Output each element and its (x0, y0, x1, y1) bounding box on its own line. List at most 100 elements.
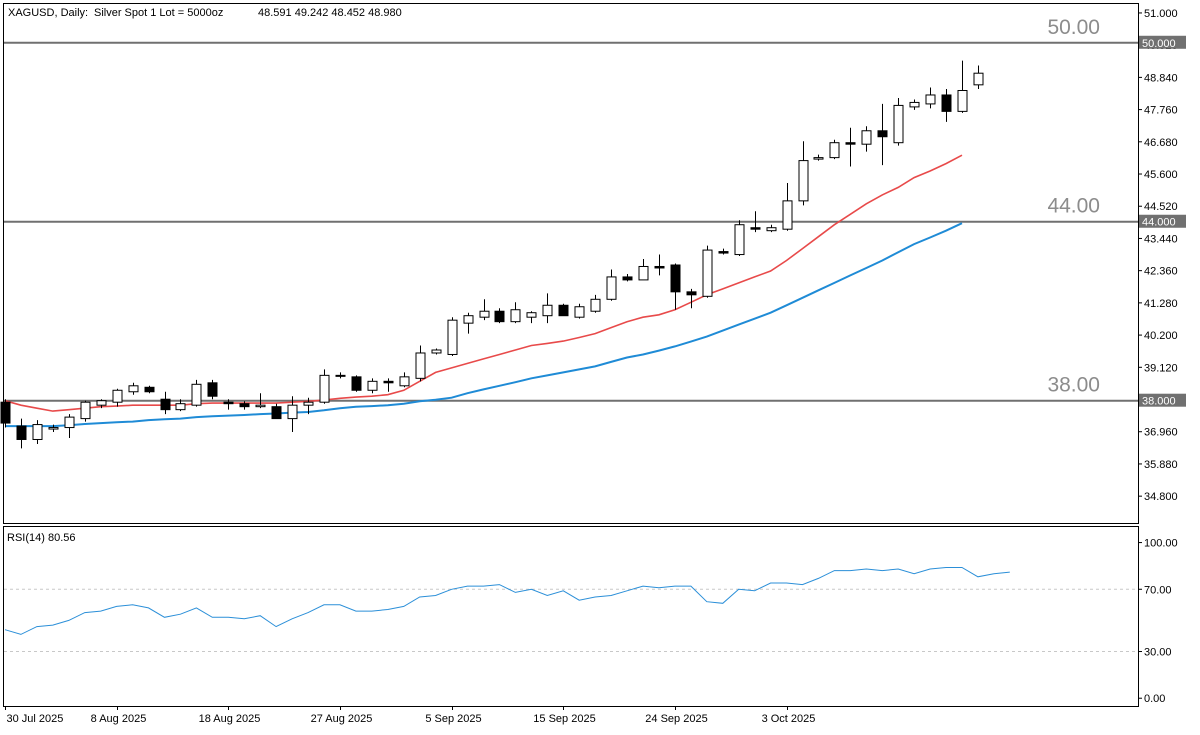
candle-body-bull (399, 376, 410, 387)
candle-body-bull (32, 424, 43, 440)
candle-30 (479, 299, 490, 321)
candle-22 (351, 375, 362, 392)
candle-44 (702, 245, 713, 298)
time-axis: 30 Jul 2025 8 Aug 2025 18 Aug 2025 27 Aug 2… (5, 706, 816, 725)
price-tick-label-11: 39.120 (1144, 362, 1178, 374)
rsi-line (4, 567, 1010, 635)
candle-18 (287, 396, 298, 433)
candle-body-bull (479, 310, 490, 318)
candle-39 (622, 273, 633, 282)
candle-body-bull (287, 404, 298, 420)
candle-46 (734, 220, 745, 257)
candle-59 (941, 89, 952, 122)
candle-body-bull (574, 306, 585, 318)
candle-9 (144, 385, 155, 394)
candle-body-bear (160, 398, 171, 411)
candle-body-bear (383, 380, 394, 384)
candle-body-bull (335, 374, 346, 377)
rsi-line-group (4, 567, 1010, 635)
main-pane-border (3, 3, 1139, 524)
candle-4 (64, 414, 75, 438)
candle-body-bull (590, 298, 601, 312)
candle-41 (654, 254, 665, 276)
candle-27 (431, 348, 442, 355)
chart-symbol: XAGUSD, Daily: (8, 7, 88, 19)
candle-body-bear (351, 376, 362, 391)
candle-7 (112, 388, 123, 407)
rsi-pane-border (3, 526, 1139, 707)
candle-body-bear (750, 227, 761, 230)
candle-33 (526, 311, 537, 324)
candle-51 (813, 154, 824, 161)
level-tag-0: 50.000 (1139, 35, 1186, 50)
time-tick-label-1: 8 Aug 2025 (91, 713, 147, 725)
candle-body-bull (447, 319, 458, 355)
candle-35 (558, 303, 569, 317)
price-tick-label-8: 42.360 (1144, 266, 1178, 278)
rsi-tick-label-3: 0.00 (1144, 693, 1165, 705)
candle-34 (542, 293, 553, 324)
price-tick-label-3: 47.760 (1144, 105, 1178, 117)
candle-54 (861, 126, 872, 152)
candle-52 (829, 139, 840, 160)
time-tick-label-5: 15 Sep 2025 (533, 713, 595, 725)
candle-body-bull (782, 200, 793, 230)
rsi-label: RSI(14) 80.56 (7, 532, 75, 544)
candle-11 (175, 399, 186, 412)
candle-body-bull (909, 101, 920, 108)
candle-20 (319, 369, 330, 404)
level-label-1: 44.00 (1047, 195, 1100, 218)
candle-body-bull (893, 104, 904, 144)
level-label-0: 50.00 (1047, 16, 1100, 39)
price-tick-label-13: 36.960 (1144, 427, 1178, 439)
candle-body-bear (670, 264, 681, 293)
candle-57 (909, 99, 920, 110)
candle-body-bear (877, 130, 888, 138)
candle-body-bear (0, 401, 11, 424)
candle-48 (766, 224, 777, 233)
level-tag-text: 38.000 (1142, 396, 1176, 408)
candle-38 (606, 269, 617, 301)
level-tag-text: 44.000 (1142, 217, 1176, 229)
candle-0 (0, 399, 11, 428)
candle-body-bull (255, 404, 266, 408)
rsi-axis: 100.00 70.00 30.00 0.00 (1138, 538, 1178, 705)
candle-10 (160, 391, 171, 415)
time-tick-label-3: 27 Aug 2025 (311, 713, 373, 725)
candle-13 (207, 379, 218, 400)
rsi-tick-label-0: 100.00 (1144, 538, 1178, 550)
candle-body-bull (431, 349, 442, 354)
candle-49 (782, 182, 793, 231)
candle-36 (574, 303, 585, 319)
candle-body-bull (638, 265, 649, 281)
candle-body-bull (813, 157, 824, 160)
level-tag-box (1139, 214, 1186, 228)
candle-2 (32, 420, 43, 444)
price-tick-label-7: 43.440 (1144, 233, 1178, 245)
time-tick-label-2: 18 Aug 2025 (199, 713, 261, 725)
price-tick-label-10: 40.200 (1144, 330, 1178, 342)
chart-description: Silver Spot 1 Lot = 5000oz (94, 7, 223, 19)
candle-body-bear (223, 401, 234, 405)
candle-body-bear (654, 265, 665, 269)
candle-58 (925, 87, 936, 109)
candle-body-bear (16, 425, 27, 440)
candle-body-bear (718, 251, 729, 254)
candle-32 (510, 302, 521, 324)
candle-40 (638, 259, 649, 281)
candle-body-bull (766, 227, 777, 232)
candle-16 (255, 393, 266, 409)
candle-56 (893, 97, 904, 146)
candle-55 (877, 103, 888, 166)
candle-47 (750, 211, 761, 233)
candle-53 (845, 127, 856, 167)
candle-body-bull (175, 403, 186, 411)
time-tick-label-7: 3 Oct 2025 (762, 713, 816, 725)
candle-45 (718, 248, 729, 255)
candle-body-bull (510, 309, 521, 323)
level-label-2: 38.00 (1047, 374, 1100, 397)
candle-body-bull (367, 380, 378, 391)
candle-body-bull (526, 312, 537, 318)
